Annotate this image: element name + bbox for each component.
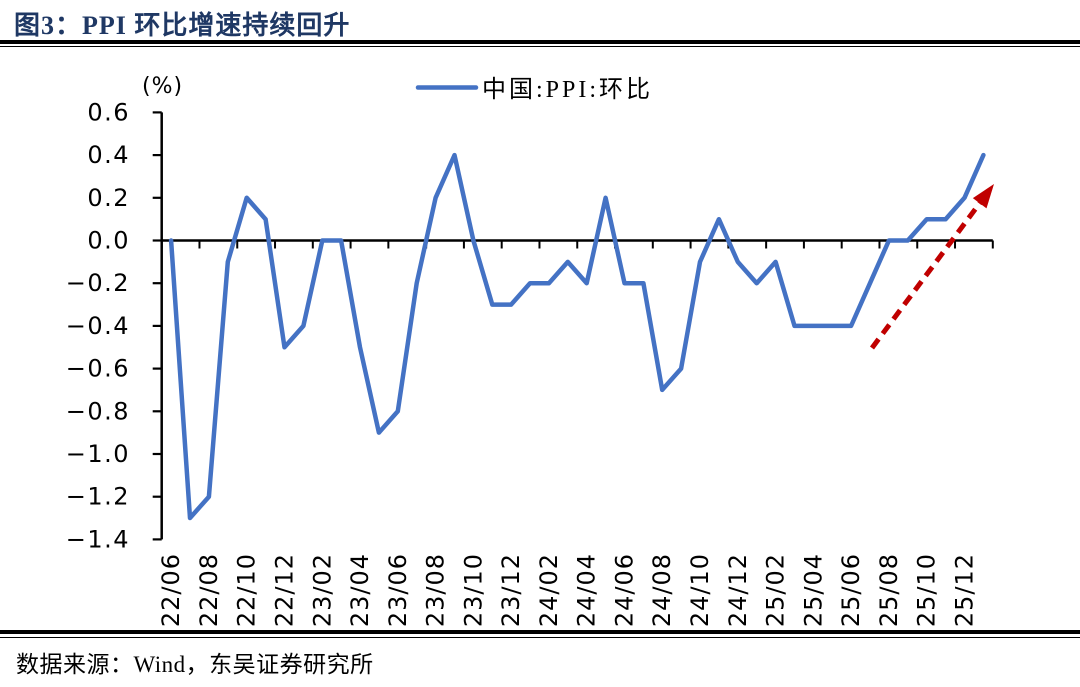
y-tick-label: −1.0 xyxy=(66,440,130,468)
footer-rule-thick xyxy=(0,630,1080,634)
x-tick-label: 22/10 xyxy=(233,553,261,627)
x-tick-label: 24/08 xyxy=(648,553,676,627)
x-tick-label: 23/02 xyxy=(308,553,336,627)
title-rule-thin xyxy=(0,46,1080,48)
y-tick-label: −0.8 xyxy=(66,397,130,425)
x-tick-label: 25/02 xyxy=(762,553,790,627)
y-tick-label: −0.6 xyxy=(66,355,130,383)
x-tick-label: 25/08 xyxy=(875,553,903,627)
x-tick-label: 24/04 xyxy=(573,553,601,627)
trend-arrow-shaft xyxy=(869,198,985,350)
chart-generated-layer: 0.6 0.4 0.2 0.0 −0.2 −0.4 −0.6 −0.8 −1.0 −1.2 −1.4… xyxy=(66,98,994,627)
figure-title: 图3：PPI 环比增速持续回升 xyxy=(14,11,351,40)
y-tick-label: 0.2 xyxy=(87,184,130,212)
y-tick-label: 0.6 xyxy=(87,98,130,126)
y-tick-label: 0.4 xyxy=(87,141,130,169)
x-tick-label: 23/06 xyxy=(384,553,412,627)
x-tick-label: 24/02 xyxy=(535,553,563,627)
x-tick-label: 24/10 xyxy=(686,553,714,627)
x-tick-label: 25/12 xyxy=(950,553,978,627)
y-tick-label: −1.4 xyxy=(66,525,130,553)
y-tick-label: −0.4 xyxy=(66,312,130,340)
x-tick-label: 25/10 xyxy=(913,553,941,627)
x-tick-label: 23/04 xyxy=(346,553,374,627)
x-tick-label: 22/06 xyxy=(157,553,185,627)
x-tick-label: 22/12 xyxy=(270,553,298,627)
legend-label: 中国:PPI:环比 xyxy=(482,76,653,103)
data-source: 数据来源：Wind，东吴证券研究所 xyxy=(16,652,374,677)
x-tick-label: 23/08 xyxy=(422,553,450,627)
ppi-series-line xyxy=(168,152,986,521)
y-tick-label: −1.2 xyxy=(66,483,130,511)
footer-rule-thin xyxy=(0,636,1080,638)
x-tick-label: 24/06 xyxy=(610,553,638,627)
x-tick-label: 24/12 xyxy=(724,553,752,627)
x-tick-label: 23/10 xyxy=(459,553,487,627)
y-tick-label: 0.0 xyxy=(87,227,130,255)
y-axis-unit-label: (%) xyxy=(142,74,183,99)
y-tick-label: −0.2 xyxy=(66,269,130,297)
title-rule-thick xyxy=(0,40,1080,44)
trend-arrow-head xyxy=(972,184,994,209)
x-tick-label: 25/04 xyxy=(799,553,827,627)
x-tick-label: 25/06 xyxy=(837,553,865,627)
x-tick-label: 22/08 xyxy=(195,553,223,627)
x-tick-label: 23/12 xyxy=(497,553,525,627)
